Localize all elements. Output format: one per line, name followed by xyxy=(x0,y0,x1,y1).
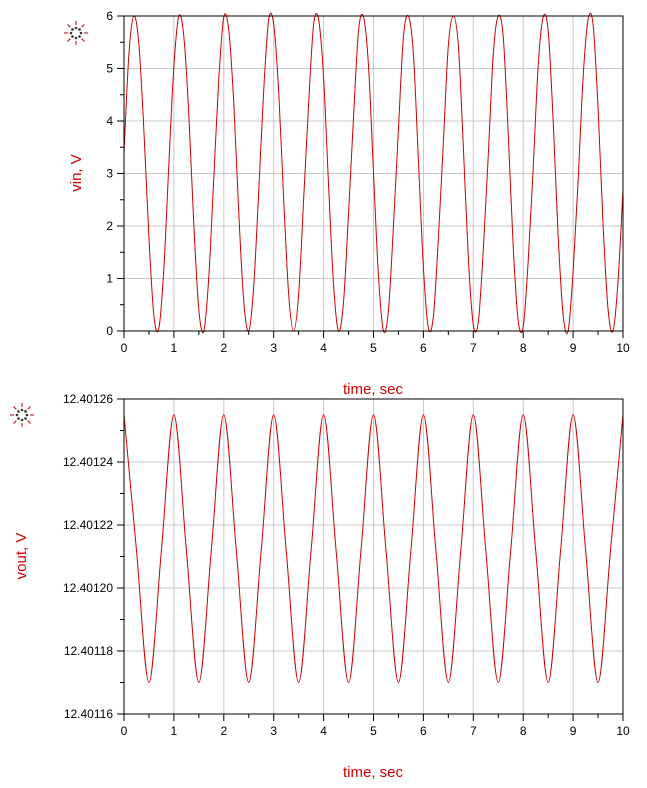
y-tick-label: 1 xyxy=(106,272,113,286)
marker-dot xyxy=(17,410,20,413)
x-tick-label: 4 xyxy=(320,724,327,738)
y-tick-label: 0 xyxy=(106,324,113,338)
marker-ray xyxy=(13,406,17,410)
chart-vout-x-tick-labels: 0 1 2 3 4 5 6 7 8 9 10 xyxy=(121,724,630,738)
chart-vin: 0 1 2 3 4 5 6 7 8 9 10 0 1 2 3 4 5 6 time, sec vin, V xyxy=(64,9,630,398)
chart-vin-x-tick-labels: 0 1 2 3 4 5 6 7 8 9 10 xyxy=(121,341,630,355)
x-tick-label: 5 xyxy=(370,341,377,355)
vout-series-line xyxy=(123,414,624,684)
marker-icon xyxy=(10,403,34,427)
x-tick-label: 4 xyxy=(320,341,327,355)
y-tick-label: 12.40118 xyxy=(64,644,113,658)
chart-vin-frame xyxy=(123,15,624,332)
marker-icon xyxy=(64,21,88,45)
x-tick-label: 7 xyxy=(470,341,477,355)
chart-vin-ticks xyxy=(117,15,624,338)
marker-dot xyxy=(24,417,27,420)
marker-dot xyxy=(25,413,29,417)
chart-vout-ticks xyxy=(117,398,624,721)
x-tick-label: 2 xyxy=(220,341,227,355)
marker-dot xyxy=(20,408,24,412)
marker-dot xyxy=(74,26,78,30)
marker-dot xyxy=(79,31,83,35)
chart-vin-x-axis-title: time, sec xyxy=(343,381,404,398)
x-tick-label: 10 xyxy=(616,724,630,738)
y-tick-label: 12.40122 xyxy=(63,518,113,532)
x-tick-label: 3 xyxy=(270,724,277,738)
marker-ray xyxy=(81,38,85,42)
marker-dot xyxy=(20,418,24,422)
chart-vout: 0 1 2 3 4 5 6 7 8 9 10 12.4011612.4011812.4012012.… xyxy=(10,392,630,781)
marker-dot xyxy=(24,410,27,413)
x-tick-label: 7 xyxy=(470,724,477,738)
x-tick-label: 0 xyxy=(121,724,128,738)
chart-vout-frame xyxy=(123,398,624,715)
marker-dot xyxy=(78,28,81,31)
x-tick-label: 9 xyxy=(570,341,577,355)
y-tick-label: 3 xyxy=(106,167,113,181)
x-tick-label: 8 xyxy=(520,724,527,738)
x-tick-label: 5 xyxy=(370,724,377,738)
marker-ray xyxy=(27,420,31,424)
vin-series-line xyxy=(123,12,624,335)
y-tick-label: 2 xyxy=(106,219,113,233)
chart-vout-x-axis-title: time, sec xyxy=(343,764,404,781)
marker-dot xyxy=(69,31,73,35)
chart-vin-y-tick-labels: 0 1 2 3 4 5 6 xyxy=(106,9,113,338)
y-tick-label: 12.40120 xyxy=(63,581,113,595)
x-tick-label: 1 xyxy=(171,724,178,738)
x-tick-label: 8 xyxy=(520,341,527,355)
x-tick-label: 6 xyxy=(420,341,427,355)
x-tick-label: 6 xyxy=(420,724,427,738)
x-tick-label: 3 xyxy=(270,341,277,355)
marker-dot xyxy=(17,417,20,420)
marker-dot xyxy=(78,35,81,38)
y-tick-label: 4 xyxy=(106,114,113,128)
marker-ray xyxy=(67,38,71,42)
x-tick-label: 9 xyxy=(570,724,577,738)
marker-dot xyxy=(15,413,19,417)
x-tick-label: 0 xyxy=(121,341,128,355)
marker-dot xyxy=(71,35,74,38)
marker-dot xyxy=(74,36,78,40)
y-tick-label: 6 xyxy=(106,9,113,23)
y-tick-label: 12.40126 xyxy=(63,392,113,406)
marker-ray xyxy=(27,406,31,410)
marker-ray xyxy=(13,420,17,424)
chart-vin-y-axis-title: vin, V xyxy=(68,154,85,192)
y-tick-label: 5 xyxy=(106,62,113,76)
x-tick-label: 2 xyxy=(220,724,227,738)
marker-dot xyxy=(71,28,74,31)
x-tick-label: 1 xyxy=(171,341,178,355)
marker-ray xyxy=(81,24,85,28)
y-tick-label: 12.40116 xyxy=(64,707,113,721)
chart-vout-grid xyxy=(124,399,623,714)
y-tick-label: 12.40124 xyxy=(63,455,113,469)
marker-ray xyxy=(67,24,71,28)
x-tick-label: 10 xyxy=(616,341,630,355)
chart-vout-y-tick-labels: 12.40116 12.40118 12.40120 12.40122 12.40124… xyxy=(63,392,113,721)
chart-vout-y-axis-title: vout, V xyxy=(13,533,30,580)
